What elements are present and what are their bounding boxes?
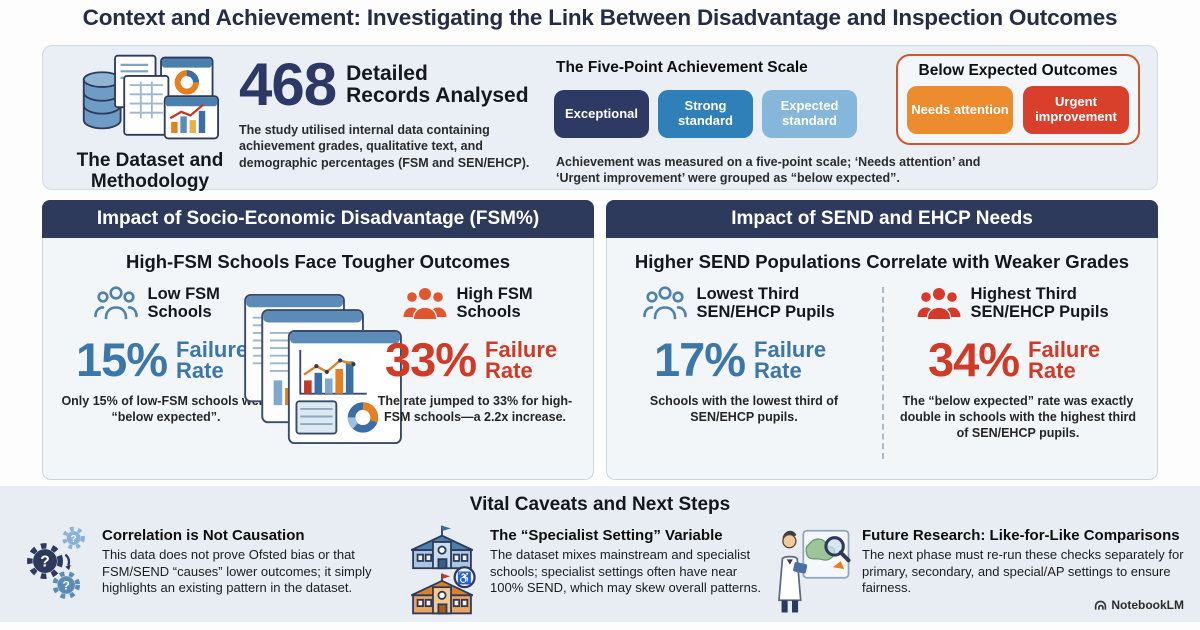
scale-pill-expected-standard: Expected standard — [762, 90, 857, 138]
notebooklm-watermark: NotebookLM — [1094, 598, 1184, 612]
caveat-specialist-text: The dataset mixes mainstream and special… — [490, 547, 761, 596]
methodology-panel: The Dataset and Methodology 468 Detailed… — [42, 45, 1158, 193]
caveat-correlation-text: This data does not prove Ofsted bias or … — [102, 547, 372, 596]
below-expected-label: Below Expected Outcomes — [918, 62, 1118, 79]
watermark-text: NotebookLM — [1111, 598, 1184, 612]
dataset-illustration-icon — [82, 54, 219, 140]
caveats-title: Vital Caveats and Next Steps — [469, 494, 731, 515]
svg-text:?: ? — [63, 579, 70, 593]
low-fsm-label: Low FSM Schools — [147, 285, 220, 321]
send-panel-header: Impact of SEND and EHCP Needs — [606, 200, 1158, 238]
gears-question-icon: ? ? ? — [27, 526, 85, 599]
caveat-items: ? ? ? Correlation is Not Causation This … — [0, 516, 1200, 617]
low-fsm-value-label: Failure Rate — [176, 337, 249, 384]
lowest-send-value-label: Failure Rate — [754, 337, 827, 384]
records-stat: 468 Detailed Records Analysed The study … — [239, 51, 544, 171]
caveat-specialist-heading: The “Specialist Setting” Variable — [490, 527, 723, 544]
highest-send-label: Highest Third SEN/EHCP Pupils — [970, 285, 1109, 321]
people-group-solid-icon — [916, 285, 962, 323]
methodology-label: The Dataset and Methodology — [76, 150, 224, 193]
high-fsm-value-label: Failure Rate — [485, 337, 558, 384]
reports-illustration-icon — [244, 293, 402, 445]
highest-send-value-label: Failure Rate — [1028, 337, 1101, 384]
low-fsm-stat: Low FSM Schools 15% Failure Rate Only 15… — [55, 285, 277, 425]
below-expected-group: Below Expected Outcomes Needs attention … — [896, 54, 1140, 145]
lowest-send-caption: Schools with the lowest third of SEN/EHC… — [649, 393, 839, 424]
records-count: 468 — [239, 51, 337, 118]
caveat-future-text: The next phase must re-run these checks … — [862, 547, 1184, 596]
dashed-divider — [882, 287, 884, 459]
highest-send-stat: Highest Third SEN/EHCP Pupils 34% Failur… — [889, 285, 1147, 441]
lowest-send-value: 17% — [653, 333, 746, 387]
scale-pills: Exceptional Strong standard Expected sta… — [554, 90, 857, 138]
researcher-map-icon — [778, 529, 851, 613]
fsm-panel-header: Impact of Socio-Economic Disadvantage (F… — [42, 200, 594, 238]
fsm-panel: Impact of Socio-Economic Disadvantage (F… — [42, 200, 594, 480]
high-fsm-stat: High FSM Schools 33% Failure Rate The ra… — [365, 285, 585, 425]
people-group-outline-icon — [642, 285, 688, 323]
send-panel: Impact of SEND and EHCP Needs Higher SEN… — [606, 200, 1158, 480]
svg-text:?: ? — [40, 554, 50, 571]
notebooklm-logo-icon — [1095, 600, 1107, 610]
svg-text:♿: ♿ — [457, 571, 472, 585]
impact-panels: Impact of Socio-Economic Disadvantage (F… — [42, 200, 1158, 480]
scale-pill-strong-standard: Strong standard — [658, 90, 753, 138]
people-group-solid-icon — [402, 285, 448, 323]
high-fsm-value: 33% — [384, 333, 477, 387]
high-fsm-value-row: 33% Failure Rate — [365, 333, 585, 387]
records-count-label: Detailed Records Analysed — [346, 63, 528, 106]
page-title: Context and Achievement: Investigating t… — [82, 5, 1118, 30]
high-fsm-caption: The rate jumped to 33% for high-FSM scho… — [377, 393, 573, 424]
caveat-specialist: ♿ The “Specialist Setting” Variable The … — [404, 523, 762, 617]
methodology-block: The Dataset and Methodology — [59, 52, 241, 193]
lowest-send-stat: Lowest Third SEN/EHCP Pupils 17% Failure… — [623, 285, 865, 425]
methodology-description: The study utilised internal data contain… — [239, 123, 530, 170]
fsm-panel-subtitle: High-FSM Schools Face Tougher Outcomes — [125, 251, 511, 272]
records-count-label-line2: Records Analysed — [346, 83, 529, 107]
scale-title: The Five-Point Achievement Scale — [556, 59, 808, 76]
scale-pill-exceptional: Exceptional — [554, 90, 649, 138]
scale-caption: Achievement was measured on a five-point… — [556, 155, 981, 186]
records-count-label-line1: Detailed — [346, 61, 428, 85]
highest-send-value: 34% — [927, 333, 1020, 387]
schools-icon: ♿ — [410, 525, 476, 615]
low-fsm-value-row: 15% Failure Rate — [55, 333, 277, 387]
caveat-future-research: Future Research: Like-for-Like Compariso… — [772, 523, 1184, 617]
caveat-correlation-heading: Correlation is Not Causation — [102, 527, 305, 544]
lowest-send-label: Lowest Third SEN/EHCP Pupils — [696, 285, 835, 321]
low-fsm-caption: Only 15% of low-FSM schools were “below … — [61, 393, 271, 424]
lowest-send-value-row: 17% Failure Rate — [623, 333, 865, 387]
highest-send-value-row: 34% Failure Rate — [889, 333, 1147, 387]
low-fsm-value: 15% — [75, 333, 168, 387]
scale-pill-needs-attention: Needs attention — [907, 86, 1013, 134]
svg-text:?: ? — [70, 534, 76, 545]
caveats-section: Vital Caveats and Next Steps ? ? ? — [0, 486, 1200, 622]
scale-pill-urgent-improvement: Urgent improvement — [1023, 86, 1129, 134]
high-fsm-label: High FSM Schools — [456, 285, 533, 321]
below-expected-pills: Needs attention Urgent improvement — [907, 86, 1129, 134]
highest-send-caption: The “below expected” rate was exactly do… — [899, 393, 1137, 441]
achievement-scale: The Five-Point Achievement Scale Excepti… — [554, 54, 1154, 186]
caveat-correlation: ? ? ? Correlation is Not Causation This … — [22, 523, 394, 617]
caveat-future-heading: Future Research: Like-for-Like Compariso… — [862, 527, 1180, 544]
people-group-outline-icon — [93, 285, 139, 323]
send-panel-subtitle: Higher SEND Populations Correlate with W… — [634, 251, 1130, 272]
